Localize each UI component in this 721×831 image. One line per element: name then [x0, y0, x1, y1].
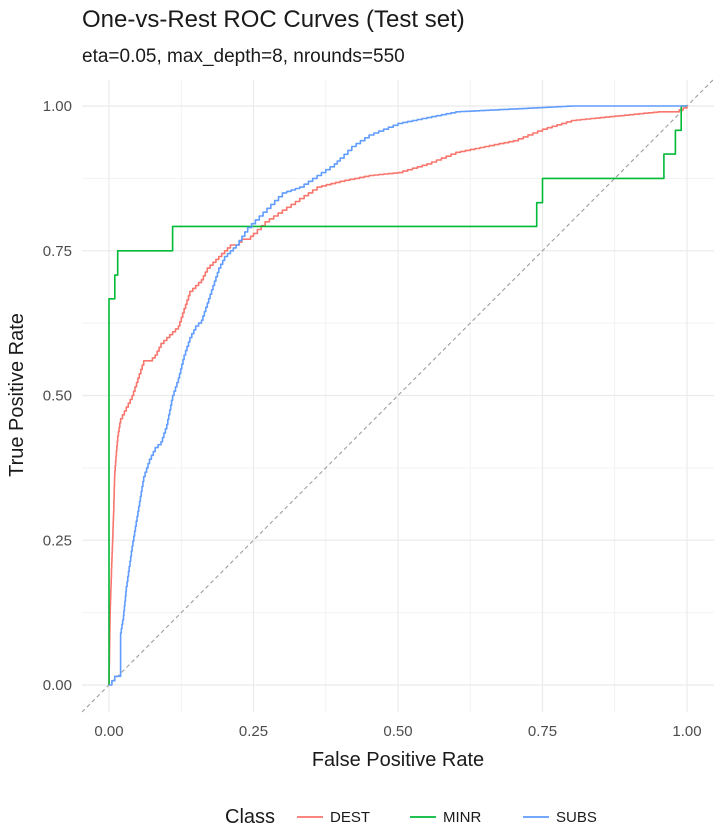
legend-label-dest: DEST: [330, 809, 370, 826]
axis-ticks: 0.00 0.25 0.50 0.75 1.00 0.00 0.25 0.50 0.75 1.00: [43, 98, 702, 740]
series-line-subs: [109, 105, 687, 686]
series-line-dest: [108, 106, 688, 686]
legend-label-subs: SUBS: [556, 809, 597, 826]
y-tick-label: 0.25: [43, 532, 72, 549]
legend-items: DEST MINR SUBS: [297, 809, 597, 826]
chart-title: One-vs-Rest ROC Curves (Test set): [82, 6, 465, 33]
reference-diagonal-line: [81, 78, 715, 713]
y-tick-label: 0.50: [43, 388, 72, 405]
y-tick-label: 0.00: [43, 677, 72, 694]
legend: Class DEST MINR SUBS: [225, 806, 597, 828]
x-axis-title: False Positive Rate: [312, 749, 484, 771]
x-tick-label: 0.00: [94, 723, 123, 740]
roc-series: [108, 105, 688, 686]
x-tick-label: 0.50: [383, 723, 412, 740]
x-tick-label: 1.00: [672, 723, 701, 740]
x-tick-label: 0.75: [528, 723, 557, 740]
series-line-minr: [108, 105, 687, 685]
y-tick-label: 1.00: [43, 98, 72, 115]
legend-title: Class: [225, 806, 275, 828]
chart-subtitle: eta=0.05, max_depth=8, nrounds=550: [82, 46, 405, 67]
y-tick-label: 0.75: [43, 243, 72, 260]
y-axis-title: True Positive Rate: [6, 313, 28, 477]
reference-diagonal: [81, 78, 715, 713]
x-tick-label: 0.25: [239, 723, 268, 740]
legend-label-minr: MINR: [443, 809, 481, 826]
